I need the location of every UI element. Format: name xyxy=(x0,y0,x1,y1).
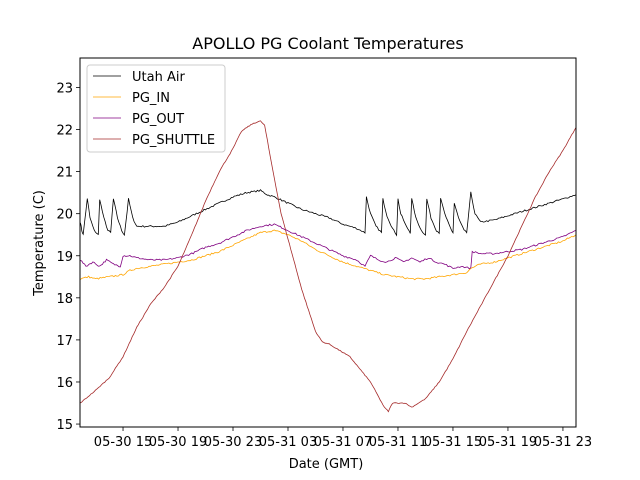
x-tick-label: 05-30 15 xyxy=(94,435,152,450)
x-tick-label: 05-31 03 xyxy=(259,435,317,450)
plot-frame xyxy=(79,57,577,428)
x-tick-label: 05-30 23 xyxy=(204,435,262,450)
series-line-pg-out xyxy=(80,223,577,270)
y-tick-label: 18 xyxy=(56,292,73,307)
x-tick-label: 05-31 15 xyxy=(424,435,482,450)
chart-title: APOLLO PG Coolant Temperatures xyxy=(192,34,463,53)
y-tick-label: 15 xyxy=(56,418,73,433)
y-tick-label: 21 xyxy=(56,166,73,181)
x-tick-label: 05-31 23 xyxy=(534,435,592,450)
legend-label-pg-out: PG_OUT xyxy=(132,112,184,127)
y-axis-label: Temperature (C) xyxy=(32,190,47,297)
x-tick-label: 05-31 07 xyxy=(314,435,372,450)
y-axis: 15 16 17 18 19 20 21 22 23 xyxy=(56,81,80,433)
y-tick-label: 17 xyxy=(56,334,73,349)
legend-label-pg-shuttle: PG_SHUTTLE xyxy=(132,133,215,148)
legend-box xyxy=(86,64,226,153)
x-tick-label: 05-31 19 xyxy=(479,435,537,450)
x-tick-label: 05-30 19 xyxy=(149,435,207,450)
series-layer xyxy=(80,120,577,413)
legend: Utah Air PG_IN PG_OUT PG_SHUTTLE xyxy=(86,64,226,153)
series-line-utah-air xyxy=(80,189,577,237)
y-tick-label: 19 xyxy=(56,250,73,265)
x-axis-label: Date (GMT) xyxy=(289,457,364,472)
legend-label-pg-in: PG_IN xyxy=(132,91,170,106)
series-line-pg-shuttle xyxy=(80,120,577,413)
x-tick-label: 05-31 11 xyxy=(369,435,427,450)
y-tick-label: 20 xyxy=(56,208,73,223)
y-tick-label: 23 xyxy=(56,81,73,96)
y-tick-label: 16 xyxy=(56,376,73,391)
series-line-pg-in xyxy=(80,229,577,281)
y-tick-label: 22 xyxy=(56,124,73,139)
legend-label-utah-air: Utah Air xyxy=(132,70,185,85)
